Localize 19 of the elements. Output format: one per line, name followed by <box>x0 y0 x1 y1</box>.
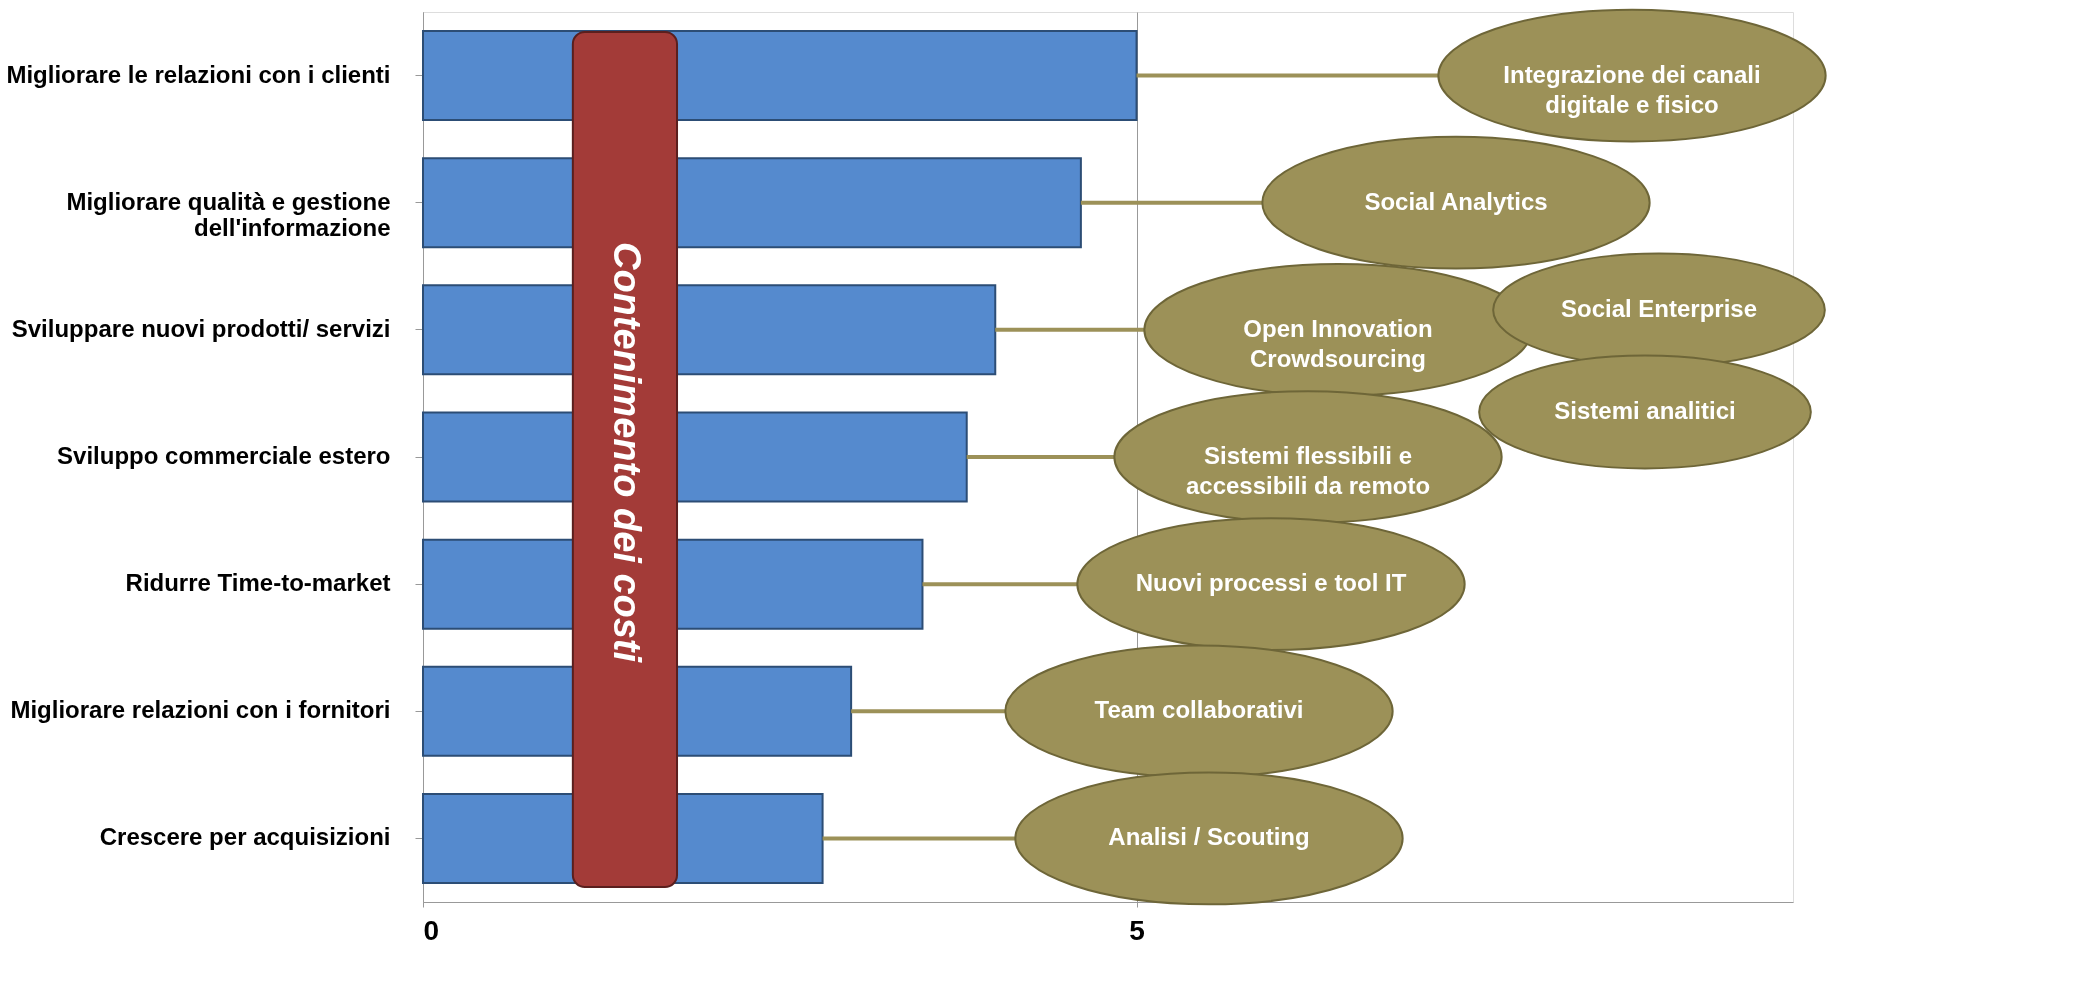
annotation: Sistemi flessibili e accessibili da remoto <box>1185 442 1431 499</box>
annotation: Social Analytics <box>1364 187 1548 215</box>
y-tick-label: Migliorare qualità e gestione dell'informazione <box>66 187 391 241</box>
y-tick-label: Migliorare relazioni con i fornitori <box>10 696 391 724</box>
annotation: Analisi / Scouting <box>1108 823 1310 851</box>
annotation: Team collaborativi <box>1094 696 1304 724</box>
annotation: Open Innovation Crowdsourcing <box>1243 314 1433 372</box>
x-tick-label: 5 <box>1129 914 1145 946</box>
annotation: Social Enterprise <box>1560 295 1758 322</box>
annotation: Nuovi processi e tool IT <box>1135 569 1407 597</box>
x-tick-label: 0 <box>423 914 440 946</box>
y-tick-label: Sviluppo commerciale estero <box>57 442 391 469</box>
annotation: Integrazione dei canali digitale e fisico <box>1503 60 1761 118</box>
y-tick-label: Crescere per acquisizioni <box>99 823 391 851</box>
y-tick-label: Sviluppare nuovi prodotti/ servizi <box>11 314 391 342</box>
y-tick-label: Ridurre Time-to-market <box>125 569 391 597</box>
band-label: Contenimento dei costi <box>605 241 648 664</box>
y-tick-label: Migliorare le relazioni con i clienti <box>6 60 391 88</box>
annotation: Sistemi analitici <box>1554 397 1736 424</box>
